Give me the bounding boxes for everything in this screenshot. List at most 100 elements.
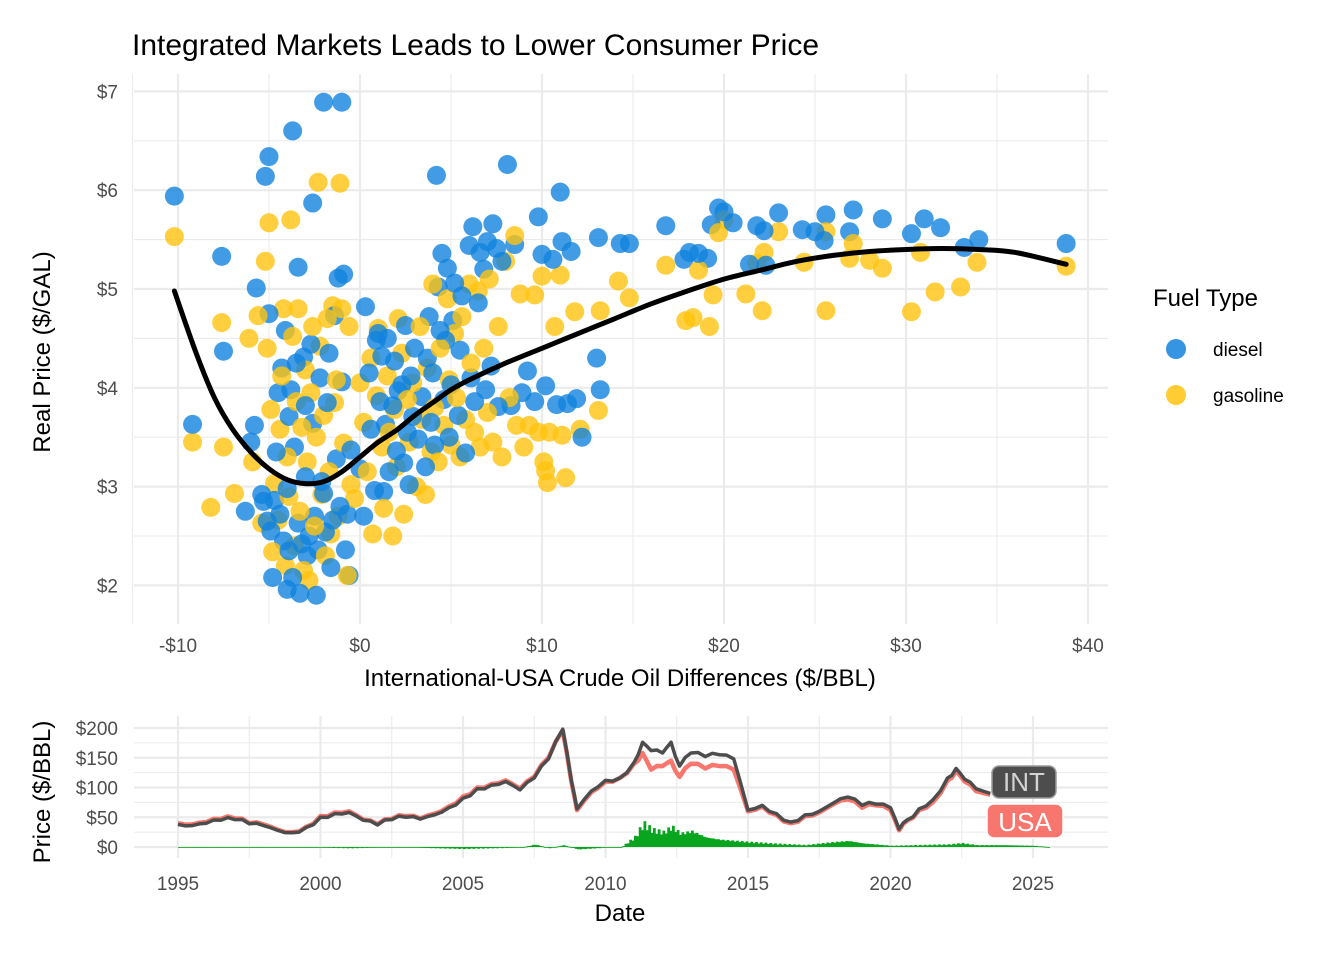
difference-bar — [681, 832, 685, 847]
difference-bar — [235, 847, 238, 848]
point-diesel — [374, 482, 394, 502]
point-gasoline — [843, 234, 863, 254]
point-gasoline — [290, 501, 310, 521]
point-gasoline — [619, 288, 639, 308]
difference-bar — [662, 830, 666, 847]
difference-bar — [508, 847, 511, 848]
point-gasoline — [224, 484, 244, 504]
difference-bar — [1028, 845, 1032, 847]
difference-bar — [372, 847, 376, 848]
difference-bar — [869, 844, 872, 847]
difference-bar — [453, 847, 457, 849]
difference-bar — [403, 847, 407, 848]
point-diesel — [470, 242, 490, 262]
difference-bar — [320, 847, 324, 848]
difference-bar — [783, 843, 787, 847]
difference-bar — [522, 847, 526, 848]
difference-bar — [482, 847, 485, 849]
point-diesel — [567, 389, 587, 409]
difference-bar — [774, 843, 777, 847]
difference-bar — [669, 830, 673, 847]
point-gasoline — [608, 271, 628, 291]
difference-bar — [952, 843, 956, 847]
difference-bar — [225, 847, 229, 848]
point-diesel — [843, 200, 863, 220]
difference-bar — [688, 833, 692, 847]
point-diesel — [235, 501, 255, 521]
difference-bar — [596, 847, 599, 849]
difference-bar — [738, 842, 742, 847]
point-gasoline — [274, 299, 294, 319]
difference-bar — [178, 847, 181, 848]
difference-bar — [489, 847, 492, 849]
difference-bar — [289, 847, 293, 848]
difference-bar — [631, 840, 635, 847]
point-gasoline — [479, 269, 499, 289]
point-diesel — [306, 585, 326, 605]
point-gasoline — [341, 475, 361, 495]
legend-key-diesel — [1166, 339, 1186, 359]
difference-bar — [280, 847, 283, 848]
difference-bar — [762, 843, 766, 847]
point-diesel — [590, 380, 610, 400]
difference-bar — [650, 832, 654, 847]
difference-bar — [484, 847, 488, 849]
difference-bar — [976, 845, 979, 847]
difference-bar — [695, 832, 699, 847]
point-diesel — [412, 387, 432, 407]
point-gasoline — [550, 265, 570, 285]
difference-bar — [786, 844, 789, 847]
difference-bar — [724, 840, 728, 847]
difference-bar — [185, 847, 188, 848]
point-diesel — [392, 375, 412, 395]
point-diesel — [769, 203, 789, 223]
point-diesel — [572, 427, 592, 447]
point-diesel — [543, 249, 563, 269]
difference-bar — [296, 847, 300, 848]
difference-bar — [795, 845, 799, 847]
difference-bar — [1035, 845, 1039, 847]
difference-bar — [873, 844, 877, 847]
difference-bar — [197, 847, 200, 848]
point-diesel — [497, 155, 517, 175]
difference-bar — [477, 847, 481, 849]
point-gasoline — [272, 366, 292, 386]
difference-bar — [793, 844, 796, 847]
difference-bar — [498, 847, 502, 848]
point-diesel — [399, 475, 419, 495]
difference-bar — [885, 845, 889, 847]
point-diesel — [425, 435, 445, 455]
difference-bar — [417, 847, 421, 848]
point-gasoline — [383, 526, 403, 546]
x-tick-label: -$10 — [159, 636, 197, 657]
point-diesel — [450, 340, 470, 360]
difference-bar — [254, 847, 257, 848]
difference-bar — [721, 839, 725, 847]
point-gasoline — [410, 317, 430, 337]
difference-bar — [683, 834, 687, 847]
point-gasoline — [588, 401, 608, 421]
difference-bar — [539, 845, 542, 847]
point-diesel — [492, 251, 512, 271]
difference-bar — [933, 844, 937, 847]
difference-bar — [579, 847, 583, 850]
difference-bar — [888, 845, 891, 847]
point-diesel — [252, 485, 272, 505]
difference-bar — [809, 845, 813, 847]
difference-bar — [441, 847, 445, 849]
difference-bar — [451, 847, 454, 849]
difference-bar — [985, 845, 989, 847]
end-label-usa-box — [986, 803, 1064, 839]
point-gasoline — [164, 227, 184, 247]
difference-bar — [850, 841, 853, 847]
difference-bar — [926, 845, 929, 847]
difference-bar — [182, 847, 186, 848]
point-gasoline — [261, 400, 281, 420]
difference-bar — [907, 845, 910, 847]
difference-bar — [802, 844, 806, 847]
sub-y-axis-title: Price ($/BBL) — [29, 721, 56, 864]
difference-bar — [921, 845, 925, 847]
difference-bar — [1025, 845, 1029, 847]
difference-bar — [496, 847, 500, 849]
difference-bar — [759, 842, 763, 847]
